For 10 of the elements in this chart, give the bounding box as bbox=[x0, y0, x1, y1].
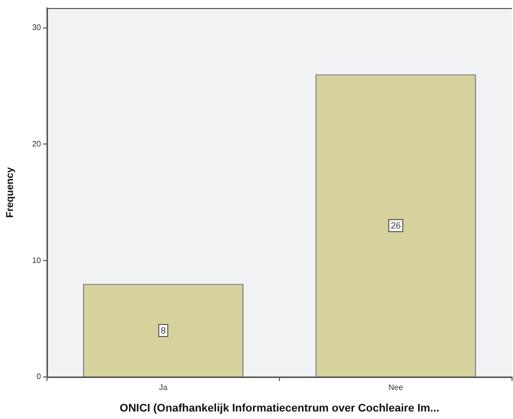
y-tick-label: 20 bbox=[32, 139, 42, 148]
y-tick-label: 10 bbox=[32, 256, 42, 265]
x-tick-label: Ja bbox=[159, 383, 168, 392]
data-label: 8 bbox=[160, 325, 166, 336]
y-axis-title: Frequency bbox=[4, 166, 16, 218]
x-axis-title: ONICI (Onafhankelijk Informatiecentrum over Cochleaire Im... bbox=[120, 402, 440, 414]
y-tick-label: 30 bbox=[32, 22, 42, 32]
x-tick-label: Nee bbox=[388, 383, 404, 392]
y-tick-label: 0 bbox=[36, 372, 42, 382]
data-label: 26 bbox=[390, 220, 401, 231]
